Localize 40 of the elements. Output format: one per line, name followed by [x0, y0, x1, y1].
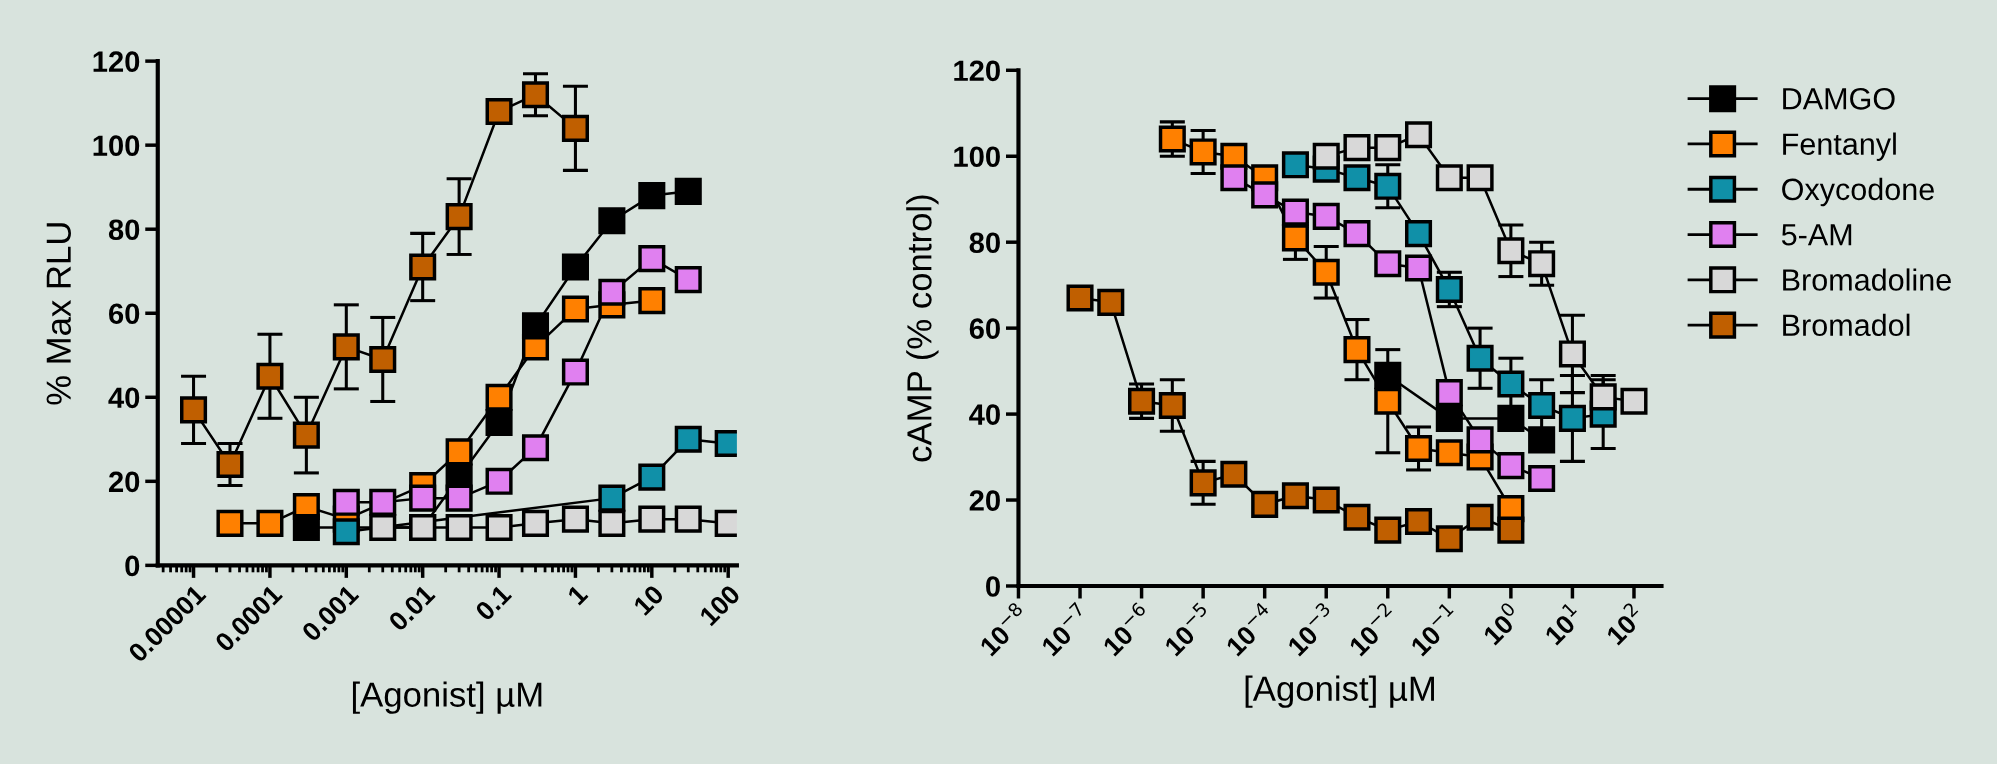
x-tick-label: 10 [632, 583, 665, 617]
legend-label: Bromadol [1783, 313, 1910, 337]
x-tick-label: 10$^{−7}$ [1037, 601, 1092, 657]
y-tick-label: 80 [108, 219, 140, 241]
x-tick-label: 10$^{2}$ [1601, 601, 1646, 646]
legend-label: Oxycodone [1782, 177, 1934, 207]
y-axis-title: cAMP (% control) [906, 195, 939, 462]
x-tick-label: 1 [566, 583, 589, 606]
y-axis-title: % Max RLU [46, 223, 71, 405]
legend-label: DAMGO [1783, 88, 1895, 110]
x-tick-label: 10$^{−6}$ [1098, 601, 1154, 657]
y-tick-label: 100 [93, 135, 140, 157]
legend-label: Fentanyl [1783, 132, 1896, 161]
y-tick-label: 100 [954, 146, 1000, 168]
x-tick-label: 10$^{−3}$ [1283, 601, 1339, 657]
x-tick-label: 10$^{−1}$ [1406, 601, 1462, 657]
legend-label: 5-AM [1781, 224, 1852, 246]
x-tick-label: 0.1 [474, 583, 513, 622]
x-axis-title: [Agonist] µM [1245, 675, 1434, 708]
y-tick-label: 80 [969, 232, 1000, 254]
x-tick-label: 10$^{−5}$ [1160, 601, 1215, 657]
y-tick-label: 0 [125, 555, 140, 577]
x-tick-label: 100 [698, 583, 742, 627]
x-tick-label: 10$^{1}$ [1540, 601, 1585, 646]
x-tick-label: 0.01 [387, 583, 436, 632]
legend-label: Bromadoline [1783, 268, 1951, 291]
y-tick-label: 20 [969, 490, 1000, 511]
x-tick-label: 10$^{0}$ [1478, 601, 1523, 646]
y-tick-label: 120 [954, 60, 1000, 82]
x-tick-label: 10$^{−4}$ [1221, 601, 1277, 657]
y-tick-label: 0 [986, 576, 1000, 597]
x-tick-label: 10$^{−2}$ [1344, 601, 1400, 657]
y-tick-label: 40 [108, 387, 140, 409]
x-tick-label: 10$^{−8}$ [975, 601, 1031, 657]
x-axis-title: [Agonist] µM [352, 681, 542, 714]
y-tick-label: 120 [93, 51, 140, 72]
y-tick-label: 60 [969, 318, 1000, 339]
y-tick-label: 60 [109, 303, 140, 325]
y-tick-label: 40 [969, 404, 1000, 425]
y-tick-label: 20 [108, 471, 140, 493]
